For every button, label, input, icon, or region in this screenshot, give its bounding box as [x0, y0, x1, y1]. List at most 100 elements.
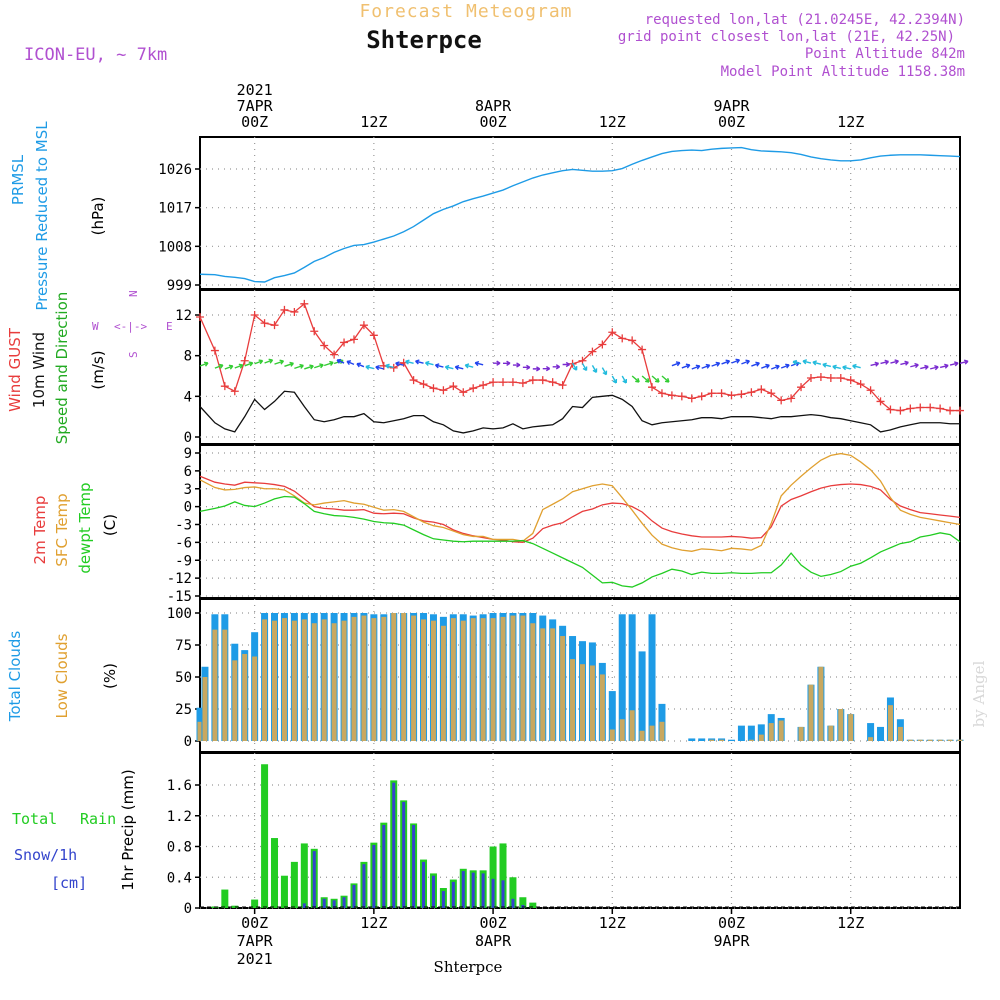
wind-arrow — [832, 364, 841, 370]
low-cloud-bar — [351, 616, 357, 741]
gust-point — [727, 391, 736, 400]
ylabel-direction: Speed and Direction — [53, 292, 71, 445]
wind-arrow — [701, 363, 711, 369]
wind-arrow — [395, 361, 404, 367]
gust-point — [717, 389, 726, 398]
gust-point — [548, 378, 557, 387]
gust-point — [518, 379, 527, 388]
wind-arrow — [910, 362, 919, 369]
wind-arrow — [199, 361, 209, 367]
ylabel-total-clouds: Total Clouds — [6, 631, 24, 723]
gust-point — [240, 356, 249, 365]
gust-point — [648, 383, 657, 392]
bottom-time-label: 8APR — [475, 932, 512, 950]
total-cloud-bar — [688, 738, 696, 741]
grid-point-coords: grid point closest lon,lat (21E, 42.25N) — [618, 29, 955, 45]
wind-arrow — [822, 362, 832, 368]
wind-arrow — [770, 364, 780, 370]
y-tick-label: 1026 — [158, 162, 192, 178]
panel-label-clouds: Total Clouds Low Clouds (%) — [6, 631, 119, 723]
top-time-label: 00Z — [480, 113, 507, 131]
low-cloud-bar — [222, 629, 228, 741]
snow-bar — [521, 904, 525, 908]
snow-bar — [431, 875, 435, 908]
wind-arrow — [424, 360, 434, 367]
snow-bar — [412, 824, 416, 908]
low-cloud-bar — [500, 616, 506, 741]
low-cloud-bar — [460, 620, 466, 741]
total-cloud-bar — [737, 725, 745, 741]
wind-arrow — [542, 365, 551, 372]
y-tick-label: 0 — [184, 734, 192, 750]
low-cloud-bar — [589, 665, 595, 741]
low-cloud-bar — [291, 620, 297, 741]
wind-arrow — [244, 361, 254, 367]
y-tick-label: 50 — [175, 670, 192, 686]
gust-point — [737, 390, 746, 399]
gust-point — [270, 321, 279, 330]
wind-arrow — [346, 360, 355, 366]
wind-arrow — [751, 361, 760, 367]
ylabel-unit: (%) — [101, 663, 119, 689]
low-cloud-bar — [321, 619, 327, 741]
total-cloud-bar — [757, 724, 765, 741]
top-time-label: 00Z — [718, 113, 745, 131]
y-tick-label: 100 — [167, 606, 192, 622]
gust-point — [836, 374, 845, 383]
top-time-label: 12Z — [599, 113, 626, 131]
low-cloud-bar — [768, 723, 774, 741]
bottom-time-label: 9APR — [713, 932, 750, 950]
wind-arrow — [454, 364, 464, 371]
wind-arrow — [621, 375, 628, 384]
wind-arrow — [323, 360, 334, 367]
low-cloud-bar — [202, 677, 208, 741]
low-cloud-bar — [907, 739, 913, 741]
snow-bar — [402, 801, 406, 908]
y-tick-label: 0 — [184, 500, 192, 516]
snow-bar — [451, 881, 455, 908]
wind-arrow — [294, 363, 304, 370]
wind-arrow — [512, 362, 521, 368]
gust-point — [707, 389, 716, 398]
label-total: Total — [12, 810, 57, 828]
low-cloud-bar — [272, 620, 278, 741]
wind-arrow — [661, 375, 670, 383]
gust-point — [667, 391, 676, 400]
gust-point — [588, 347, 597, 356]
snow-bar — [332, 900, 336, 908]
gust-point — [608, 328, 617, 337]
wind-arrow — [691, 364, 701, 370]
total-cloud-bar — [618, 614, 626, 741]
snow-bar — [352, 884, 356, 908]
y-tick-label: 0.4 — [167, 870, 192, 886]
y-tick-label: 1008 — [158, 239, 192, 255]
gust-point — [359, 321, 368, 330]
wind-arrow — [711, 361, 721, 367]
y-tick-label: 12 — [175, 308, 192, 324]
low-cloud-bar — [430, 620, 436, 741]
wind-arrow — [284, 361, 294, 368]
low-cloud-bar — [401, 613, 407, 741]
label-cm: [cm] — [51, 874, 87, 892]
model-label: ICON-EU, ~ 7km — [24, 45, 167, 65]
low-cloud-bar — [371, 618, 377, 741]
gust-point — [508, 378, 517, 387]
wind-arrow — [890, 359, 899, 365]
low-cloud-bar — [331, 623, 337, 741]
low-cloud-bar — [391, 613, 397, 741]
ylabel-unit: (hPa) — [89, 197, 107, 236]
low-cloud-bar — [530, 623, 536, 741]
pressure-line — [199, 146, 961, 283]
y-tick-label: 999 — [167, 278, 192, 294]
low-cloud-bar — [828, 725, 834, 741]
total-cloud-bar — [628, 614, 636, 741]
wind-arrow — [415, 359, 424, 365]
wind-arrow — [571, 362, 578, 371]
low-cloud-bar — [440, 625, 446, 741]
gust-point — [936, 404, 945, 413]
rain-bar — [509, 877, 517, 908]
gust-point — [628, 336, 637, 345]
gust-point — [260, 319, 269, 328]
low-cloud-bar — [490, 618, 496, 741]
